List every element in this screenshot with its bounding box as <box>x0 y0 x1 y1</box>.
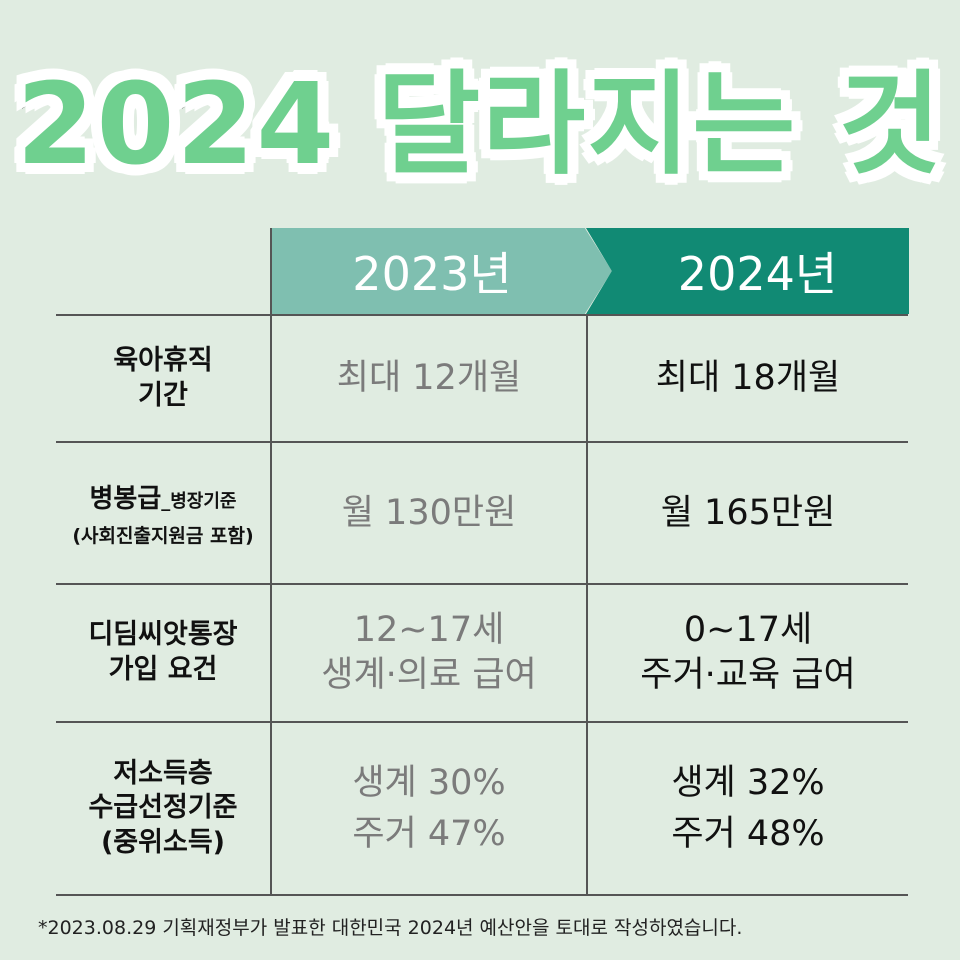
table-divider <box>56 441 908 443</box>
table-divider <box>270 228 272 895</box>
header-2023: 2023년 <box>272 228 612 314</box>
new-value-seed-account: 0~17세 주거·교육 급여 <box>588 585 908 721</box>
new-value-line: 주거·교육 급여 <box>640 655 856 695</box>
row-label-line: 저소득층 <box>113 757 213 789</box>
row-label-line: 가입 요건 <box>108 654 218 685</box>
row-label-parental-leave: 육아휴직 기간 <box>56 316 270 441</box>
old-value-line: 생계·의료 급여 <box>321 655 537 695</box>
table-divider <box>586 314 588 895</box>
row-label-main: 병봉급 <box>89 484 162 514</box>
old-value-line: 최대 12개월 <box>336 358 522 398</box>
row-label-line: 병봉급_병장기준 <box>89 478 236 515</box>
title-banner: 2024 달라지는 것 <box>0 20 960 210</box>
row-label-low-income: 저소득층 수급선정기준 (중위소득) <box>56 723 270 894</box>
header-2024-label: 2024년 <box>677 247 838 301</box>
old-value-line: 월 130만원 <box>341 492 517 533</box>
new-value-line: 주거 48% <box>671 813 825 854</box>
footnote: *2023.08.29 기획재정부가 발표한 대한민국 2024년 예산안을 토… <box>38 916 743 939</box>
table-divider <box>56 583 908 585</box>
new-value-line: 최대 18개월 <box>655 358 841 398</box>
new-value-line: 생계 32% <box>671 762 825 803</box>
row-label-line: 수급선정기준 <box>88 792 238 824</box>
table-divider <box>56 894 908 896</box>
old-value-line: 생계 30% <box>352 762 506 803</box>
row-label-line: 디딤씨앗통장 <box>88 619 238 651</box>
new-value-line: 월 165만원 <box>660 492 836 533</box>
old-value-low-income: 생계 30% 주거 47% <box>272 723 586 894</box>
row-label-soldier-pay: 병봉급_병장기준 (사회진출지원금 포함) <box>56 443 270 583</box>
new-value-soldier-pay: 월 165만원 <box>588 443 908 583</box>
page-title: 2024 달라지는 것 <box>13 57 945 194</box>
old-value-line: 12~17세 <box>353 609 505 650</box>
new-value-low-income: 생계 32% 주거 48% <box>588 723 908 894</box>
row-label-suffix: _병장기준 <box>161 491 237 512</box>
row-label-line: 기간 <box>138 379 188 411</box>
old-value-parental-leave: 최대 12개월 <box>272 316 586 441</box>
table-divider <box>56 314 908 316</box>
new-value-line: 0~17세 <box>683 609 813 650</box>
row-label-line: 육아휴직 <box>113 344 213 376</box>
header-2023-label: 2023년 <box>352 247 512 301</box>
row-label-line: (중위소득) <box>100 826 226 858</box>
old-value-line: 주거 47% <box>352 813 506 854</box>
row-label-seed-account: 디딤씨앗통장 가입 요건 <box>56 585 270 721</box>
row-label-paren: (사회진출지원금 포함) <box>72 525 254 547</box>
new-value-parental-leave: 최대 18개월 <box>588 316 908 441</box>
table-divider <box>56 721 908 723</box>
old-value-seed-account: 12~17세 생계·의료 급여 <box>272 585 586 721</box>
header-2024: 2024년 <box>586 228 909 314</box>
old-value-soldier-pay: 월 130만원 <box>272 443 586 583</box>
